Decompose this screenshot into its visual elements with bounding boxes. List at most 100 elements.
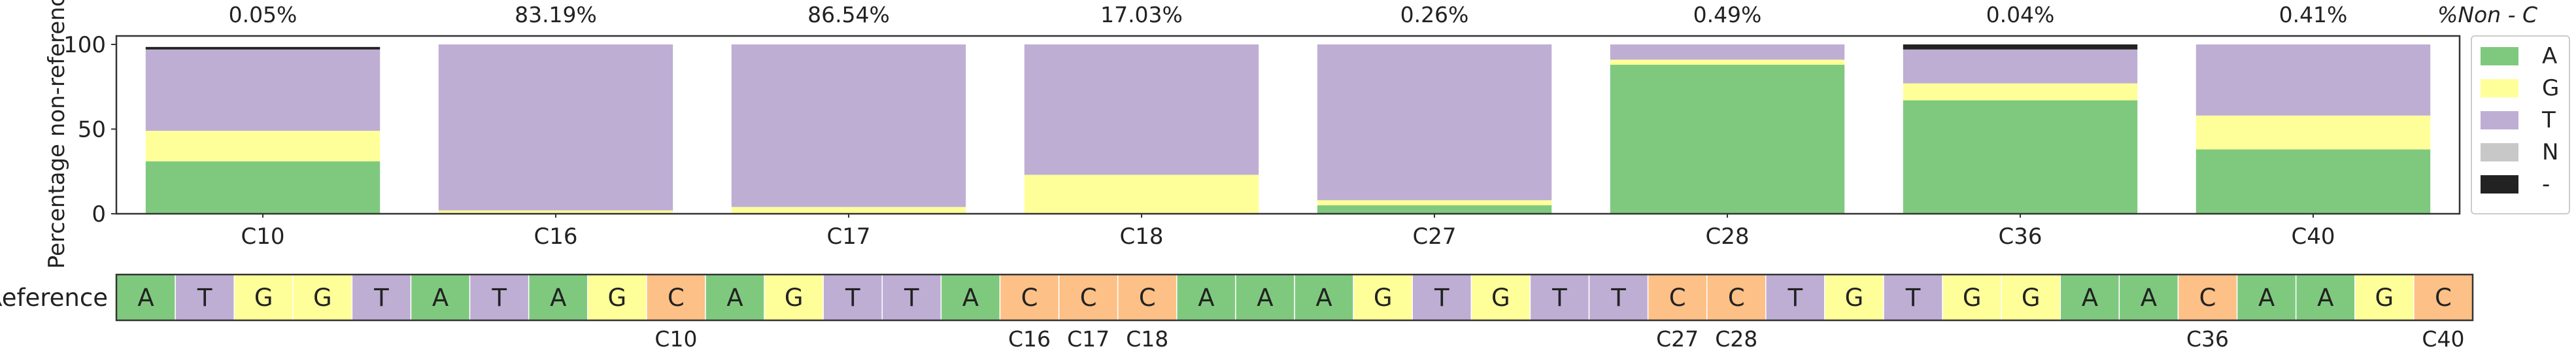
bar-segment-C36-gap (1903, 44, 2138, 50)
reference-label: Reference (0, 284, 108, 312)
bar-segment-C28-T (1610, 44, 1845, 60)
reference-base-cell (1117, 274, 1178, 321)
legend-swatch-G (2481, 79, 2518, 97)
reference-base-letter: C (2435, 284, 2452, 312)
x-tick-label: C36 (1998, 224, 2042, 250)
bar-segment-C40-A (2195, 149, 2431, 214)
reference-base-cell (1647, 274, 1708, 321)
bar-segment-C36-G (1903, 83, 2138, 101)
reference-base-cell (175, 274, 235, 321)
reference-base-cell (351, 274, 412, 321)
reference-base-letter: A (137, 284, 154, 312)
reference-base-cell (1412, 274, 1472, 321)
reference-base-letter: C (668, 284, 685, 312)
reference-base-letter: T (491, 284, 507, 312)
x-tick-label: C28 (1705, 224, 1749, 250)
legend-label: N (2542, 139, 2558, 165)
y-tick-label: 100 (63, 32, 106, 58)
reference-base-cell (528, 274, 588, 321)
top-axis-label: %Non - C (2437, 2, 2537, 27)
bar-segment-C16-T (438, 44, 673, 210)
legend-label: A (2542, 43, 2557, 69)
reference-base-letter: G (1845, 284, 1864, 312)
reference-base-letter: C (1669, 284, 1686, 312)
reference-base-cell (646, 274, 706, 321)
reference-base-letter: G (1374, 284, 1393, 312)
reference-base-letter: T (904, 284, 919, 312)
legend-swatch-gap (2481, 175, 2518, 193)
bar-segment-C10-A (145, 161, 381, 214)
reference-base-letter: G (254, 284, 273, 312)
bar-segment-C40-T (2195, 44, 2431, 116)
bar-segment-C18-T (1024, 44, 1259, 175)
reference-base-letter: A (550, 284, 566, 312)
reference-base-letter: G (785, 284, 804, 312)
reference-base-cell (1529, 274, 1590, 321)
reference-position-label: C17 (1067, 326, 1110, 352)
reference-base-cell (469, 274, 530, 321)
legend-label: T (2541, 107, 2556, 133)
legend-label: G (2542, 75, 2559, 101)
reference-base-letter: T (1905, 284, 1921, 312)
reference-base-cell (2295, 274, 2356, 321)
reference-base-cell (2236, 274, 2297, 321)
nonref-percent-label: 17.03% (1100, 2, 1183, 27)
reference-base-letter: C (1080, 284, 1097, 312)
y-tick-label: 0 (92, 201, 106, 227)
reference-base-letter: G (313, 284, 332, 312)
reference-base-letter: T (1551, 284, 1567, 312)
reference-base-letter: A (2258, 284, 2275, 312)
reference-position-label: C36 (2186, 326, 2229, 352)
reference-base-letter: T (1610, 284, 1626, 312)
bar-segment-C27-A (1317, 205, 1552, 214)
reference-base-cell (705, 274, 765, 321)
reference-base-letter: T (373, 284, 389, 312)
reference-base-letter: C (1728, 284, 1745, 312)
x-tick-label: C10 (241, 224, 284, 250)
legend-label: - (2542, 171, 2550, 197)
bar-panel: C10 0.05% C16 83.19% C17 86.54% C18 17.03% C27 0.… (44, 0, 2537, 269)
x-tick-label: C27 (1412, 224, 1456, 250)
reference-base-letter: A (432, 284, 449, 312)
bar-segment-C10-gap (145, 46, 381, 50)
reference-position-label: C10 (654, 326, 697, 352)
reference-position-label: C16 (1008, 326, 1051, 352)
nonref-percent-label: 86.54% (807, 2, 890, 27)
reference-base-cell (2118, 274, 2179, 321)
nonref-percent-label: 0.49% (1693, 2, 1762, 27)
plot-frame (115, 35, 2461, 215)
legend-swatch-A (2481, 47, 2518, 65)
bar-segment-C36-A (1903, 100, 2138, 214)
x-tick-label: C40 (2291, 224, 2335, 250)
reference-base-cell (2413, 274, 2473, 321)
reference-position-label: C18 (1126, 326, 1168, 352)
x-tick-label: C18 (1119, 224, 1163, 250)
reference-base-letter: G (2375, 284, 2394, 312)
reference-base-letter: G (1963, 284, 1982, 312)
bar-segment-C17-G (731, 207, 966, 214)
reference-base-letter: A (2082, 284, 2098, 312)
bar-segment-C40-G (2195, 115, 2431, 150)
reference-base-letter: T (845, 284, 860, 312)
reference-base-cell (292, 274, 353, 321)
bar-segment-C17-T (731, 44, 966, 207)
y-tick-label: 50 (78, 116, 106, 143)
reference-base-cell (233, 274, 294, 321)
bar-segment-C27-T (1317, 44, 1552, 201)
reference-base-letter: A (726, 284, 743, 312)
reference-base-cell (881, 274, 942, 321)
reference-base-letter: A (962, 284, 979, 312)
bar-segment-C27-G (1317, 200, 1552, 206)
bar-segment-C28-G (1610, 59, 1845, 65)
bar-segment-C10-T (145, 49, 381, 131)
reference-base-letter: A (2141, 284, 2157, 312)
nonref-percent-label: 0.26% (1400, 2, 1469, 27)
bar-segment-C16-G (438, 210, 673, 214)
nonref-percent-label: 0.05% (229, 2, 297, 27)
nonref-percent-label: 0.41% (2279, 2, 2348, 27)
reference-base-letter: G (2022, 284, 2041, 312)
reference-base-letter: T (197, 284, 212, 312)
reference-position-label: C27 (1656, 326, 1699, 352)
reference-base-letter: A (1315, 284, 1332, 312)
